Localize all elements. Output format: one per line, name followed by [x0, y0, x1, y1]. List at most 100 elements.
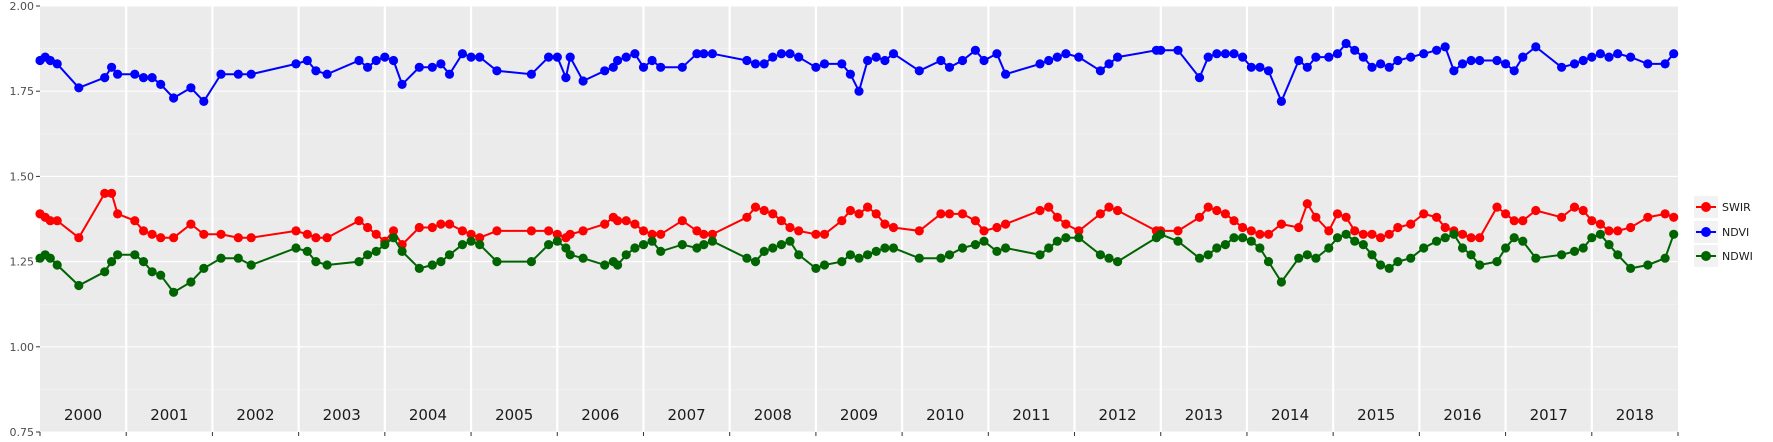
swir-point	[677, 216, 687, 226]
ndvi-point	[1376, 59, 1386, 69]
ndwi-point	[914, 253, 924, 263]
ndwi-point	[1350, 236, 1360, 246]
year-label: 2015	[1357, 406, 1395, 424]
swir-point	[1324, 226, 1334, 236]
ndwi-point	[1113, 257, 1123, 267]
ndvi-point	[1509, 66, 1519, 76]
ndvi-point	[1255, 62, 1265, 72]
ndwi-point	[1440, 233, 1450, 243]
legend-marker-swir	[1701, 202, 1711, 212]
ndwi-point	[970, 240, 981, 250]
ndwi-point	[957, 243, 968, 253]
ndvi-point	[944, 62, 955, 72]
ndvi-point	[880, 55, 890, 66]
ndwi-point	[246, 260, 256, 270]
year-label: 2003	[323, 406, 361, 424]
ndvi-point	[608, 62, 618, 72]
ndwi-point	[936, 253, 946, 263]
ndwi-point	[552, 236, 562, 246]
ndwi-point	[492, 257, 502, 267]
ndvi-point	[475, 52, 485, 62]
year-label: 2008	[754, 406, 792, 424]
ndwi-point	[621, 250, 631, 260]
ndwi-point	[322, 260, 332, 270]
ndvi-point	[436, 59, 446, 69]
ndwi-point	[1492, 257, 1502, 267]
swir-point	[1229, 216, 1239, 226]
ndwi-point	[794, 250, 804, 260]
swir-point	[1052, 212, 1062, 222]
ndvi-point	[138, 73, 149, 83]
swir-point	[436, 219, 446, 229]
swir-point	[1113, 205, 1123, 216]
swir-point	[246, 233, 256, 243]
ndwi-point	[1595, 229, 1605, 239]
ndwi-point	[630, 243, 640, 253]
ndwi-point	[1255, 243, 1265, 253]
swir-point	[492, 226, 502, 236]
y-tick-label: 1.75	[10, 85, 35, 98]
swir-point	[692, 226, 702, 236]
ndwi-point	[291, 243, 301, 253]
ndvi-point	[1384, 62, 1394, 72]
ndvi-point	[914, 66, 924, 76]
ndvi-point	[147, 73, 157, 83]
ndwi-point	[1569, 246, 1580, 256]
ndwi-point	[45, 253, 55, 263]
swir-point	[1212, 205, 1222, 216]
ndvi-point	[107, 62, 117, 72]
swir-point	[1095, 209, 1105, 219]
swir-point	[1531, 205, 1541, 216]
ndvi-point	[750, 59, 761, 69]
ndvi-point	[380, 52, 390, 62]
ndvi-point	[992, 49, 1002, 59]
ndvi-point	[216, 69, 226, 79]
ndvi-point	[397, 79, 407, 89]
ndvi-point	[1052, 52, 1062, 62]
ndvi-point	[785, 49, 795, 59]
ndwi-point	[199, 263, 209, 273]
ndvi-point	[863, 55, 873, 66]
ndwi-point	[880, 243, 890, 253]
swir-point	[233, 233, 243, 243]
swir-point	[291, 226, 301, 236]
swir-point	[785, 222, 795, 233]
swir-point	[863, 202, 873, 212]
ndwi-point	[147, 267, 157, 277]
legend-marker-ndvi	[1701, 227, 1711, 237]
ndvi-point	[1393, 55, 1403, 66]
swir-point	[1595, 219, 1605, 229]
ndvi-point	[794, 52, 804, 62]
swir-point	[1432, 212, 1442, 222]
ndvi-point	[311, 66, 321, 76]
year-label: 2007	[667, 406, 705, 424]
swir-point	[871, 209, 881, 219]
ndvi-point	[638, 62, 649, 72]
ndwi-point	[233, 253, 243, 263]
ndwi-point	[1626, 263, 1636, 273]
swir-point	[1578, 205, 1588, 216]
year-label: 2018	[1616, 406, 1654, 424]
ndvi-point	[1669, 49, 1679, 59]
swir-point	[107, 188, 117, 198]
swir-point	[1035, 205, 1045, 216]
swir-point	[1384, 229, 1394, 239]
swir-point	[914, 226, 924, 236]
swir-point	[1350, 226, 1360, 236]
ndvi-point	[1173, 45, 1183, 55]
ndvi-point	[302, 55, 312, 66]
swir-point	[1311, 212, 1321, 222]
ndwi-point	[863, 250, 873, 260]
swir-point	[138, 226, 149, 236]
swir-point	[1475, 233, 1485, 243]
swir-point	[656, 229, 666, 239]
ndwi-point	[1001, 243, 1011, 253]
swir-point	[1393, 222, 1403, 233]
swir-point	[750, 202, 761, 212]
ndvi-point	[52, 59, 62, 69]
swir-point	[630, 219, 640, 229]
ndwi-point	[1393, 257, 1403, 267]
ndvi-point	[837, 59, 847, 69]
swir-point	[354, 216, 364, 226]
swir-point	[776, 216, 787, 226]
